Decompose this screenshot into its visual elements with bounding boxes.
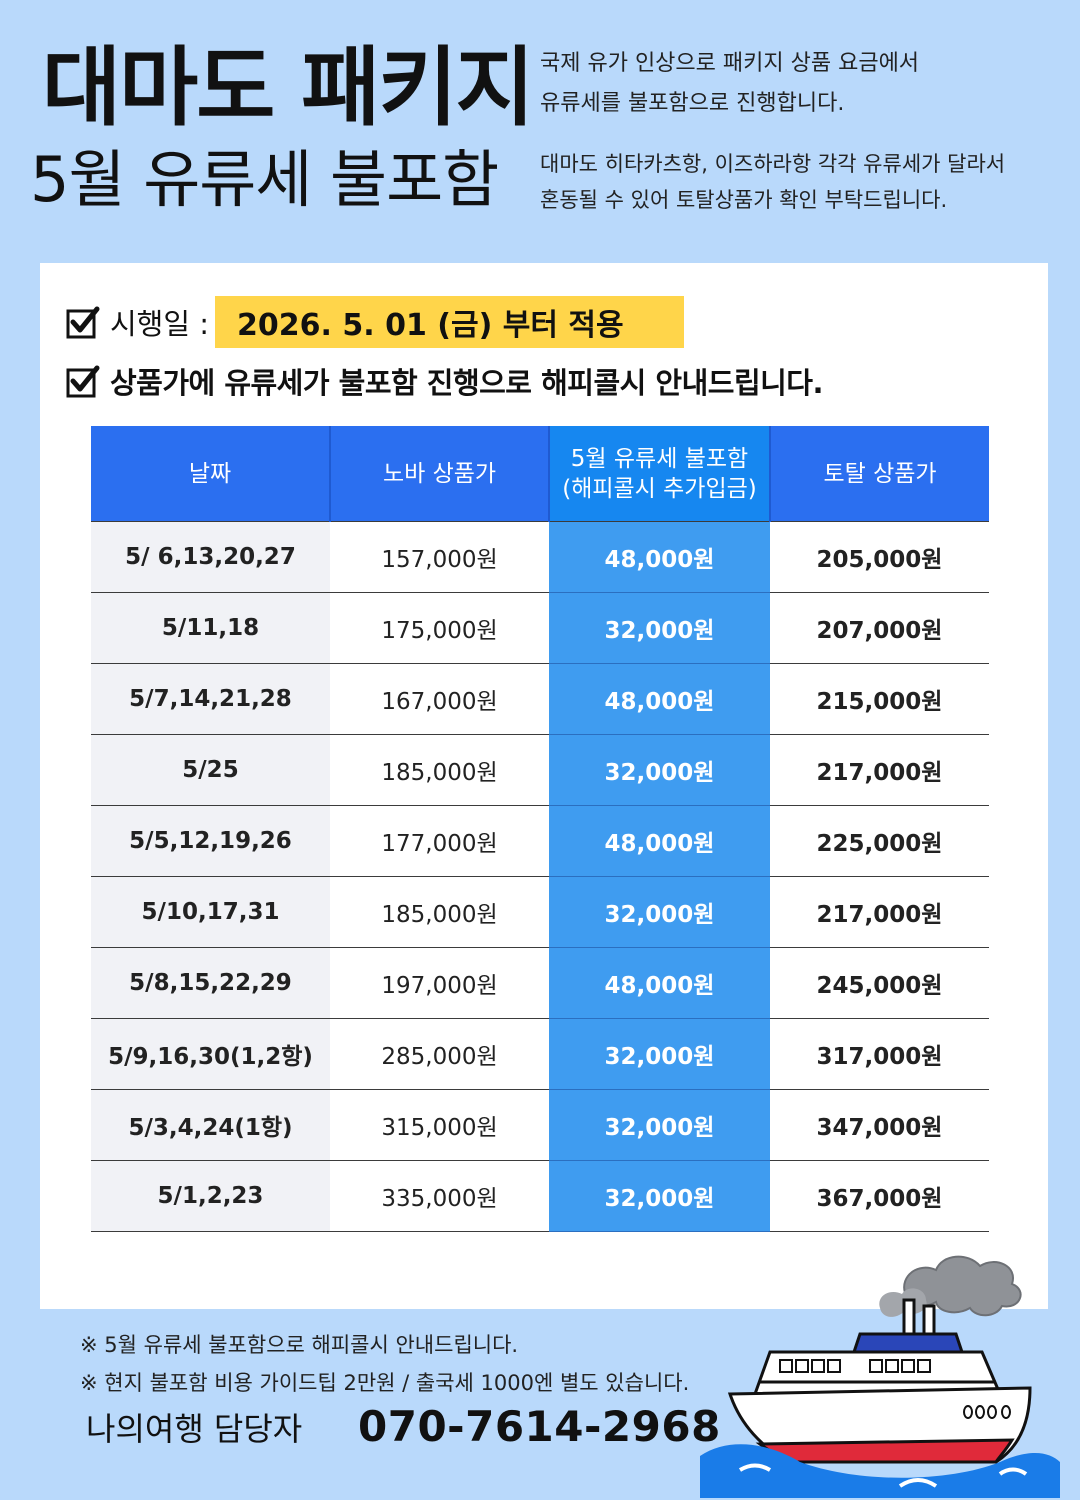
- intro-line: 유류세를 불포함으로 진행합니다.: [540, 91, 845, 116]
- price-table: 날짜 노바 상품가 5월 유류세 불포함 (해피콜시 추가입금) 토탈 상품가 …: [91, 426, 989, 1232]
- cell-total-price: 245,000원: [770, 947, 989, 1019]
- happy-call-row: 상품가에 유류세가 불포함 진행으로 해피콜시 안내드립니다.: [66, 360, 824, 402]
- intro-line: 국제 유가 인상으로 패키지 상품 요금에서: [540, 51, 920, 76]
- cell-fuel-surcharge: 48,000원: [549, 663, 770, 735]
- cell-fuel-surcharge: 32,000원: [549, 1018, 770, 1090]
- ferry-ship-illustration: [700, 1255, 1060, 1498]
- cell-total-price: 217,000원: [770, 876, 989, 948]
- cell-nova-price: 157,000원: [330, 521, 549, 593]
- table-row: 5/1,2,23 335,000원 32,000원 367,000원: [91, 1160, 989, 1232]
- cell-date: 5/9,16,30(1,2항): [91, 1018, 330, 1090]
- intro-line: 혼동될 수 있어 토탈상품가 확인 부탁드립니다.: [540, 188, 948, 212]
- cell-date: 5/10,17,31: [91, 876, 330, 948]
- cell-nova-price: 285,000원: [330, 1018, 549, 1090]
- cell-nova-price: 335,000원: [330, 1160, 549, 1232]
- footer-notes: ※ 5월 유류세 불포함으로 해피콜시 안내드립니다. ※ 현지 불포함 비용 …: [80, 1326, 689, 1402]
- cell-total-price: 207,000원: [770, 592, 989, 664]
- footer-note: ※ 현지 불포함 비용 가이드팁 2만원 / 출국세 1000엔 별도 있습니다…: [80, 1371, 690, 1395]
- cell-total-price: 217,000원: [770, 734, 989, 806]
- cell-date: 5/ 6,13,20,27: [91, 521, 330, 593]
- cell-fuel-surcharge: 48,000원: [549, 947, 770, 1019]
- cell-total-price: 367,000원: [770, 1160, 989, 1232]
- cell-nova-price: 185,000원: [330, 734, 549, 806]
- cell-date: 5/5,12,19,26: [91, 805, 330, 877]
- cell-nova-price: 177,000원: [330, 805, 549, 877]
- cell-total-price: 347,000원: [770, 1089, 989, 1161]
- cell-total-price: 317,000원: [770, 1018, 989, 1090]
- table-row: 5/25 185,000원 32,000원 217,000원: [91, 734, 989, 806]
- col-header-nova-price: 노바 상품가: [329, 426, 549, 522]
- cell-fuel-surcharge: 32,000원: [549, 734, 770, 806]
- effective-date-row: 시행일 : 2026. 5. 01 (금) 부터 적용: [66, 296, 684, 348]
- cell-total-price: 215,000원: [770, 663, 989, 735]
- fuel-header-line2: (해피콜시 추가입금): [562, 475, 757, 502]
- cell-fuel-surcharge: 32,000원: [549, 1160, 770, 1232]
- intro-line: 대마도 히타카츠항, 이즈하라항 각각 유류세가 달라서: [540, 152, 1006, 176]
- cell-fuel-surcharge: 32,000원: [549, 1089, 770, 1161]
- cell-date: 5/25: [91, 734, 330, 806]
- intro-text: 국제 유가 인상으로 패키지 상품 요금에서 유류세를 불포함으로 진행합니다.…: [540, 44, 1060, 218]
- col-header-total-price: 토탈 상품가: [769, 426, 989, 522]
- cell-nova-price: 175,000원: [330, 592, 549, 664]
- checkbox-checked-icon: [66, 306, 100, 339]
- cell-date: 5/7,14,21,28: [91, 663, 330, 735]
- table-row: 5/5,12,19,26 177,000원 48,000원 225,000원: [91, 805, 989, 877]
- table-row: 5/ 6,13,20,27 157,000원 48,000원 205,000원: [91, 521, 989, 593]
- contact-label: 나의여행 담당자: [86, 1409, 303, 1448]
- cell-date: 5/8,15,22,29: [91, 947, 330, 1019]
- table-row: 5/10,17,31 185,000원 32,000원 217,000원: [91, 876, 989, 948]
- col-header-fuel-surcharge: 5월 유류세 불포함 (해피콜시 추가입금): [548, 426, 770, 522]
- table-header-row: 날짜 노바 상품가 5월 유류세 불포함 (해피콜시 추가입금) 토탈 상품가: [91, 426, 989, 522]
- footer-note: ※ 5월 유류세 불포함으로 해피콜시 안내드립니다.: [80, 1333, 519, 1357]
- cell-nova-price: 167,000원: [330, 663, 549, 735]
- checkbox-checked-icon: [66, 365, 100, 398]
- effective-date: 2026. 5. 01 (금) 부터 적용: [215, 296, 684, 348]
- table-row: 5/11,18 175,000원 32,000원 207,000원: [91, 592, 989, 664]
- col-header-date: 날짜: [91, 426, 330, 522]
- cell-nova-price: 197,000원: [330, 947, 549, 1019]
- contact-info: 나의여행 담당자 070-7614-2968: [86, 1402, 721, 1451]
- cell-date: 5/1,2,23: [91, 1160, 330, 1232]
- table-row: 5/8,15,22,29 197,000원 48,000원 245,000원: [91, 947, 989, 1019]
- cell-nova-price: 315,000원: [330, 1089, 549, 1161]
- table-row: 5/9,16,30(1,2항) 285,000원 32,000원 317,000원: [91, 1018, 989, 1090]
- cell-fuel-surcharge: 32,000원: [549, 876, 770, 948]
- cell-fuel-surcharge: 48,000원: [549, 805, 770, 877]
- table-row: 5/7,14,21,28 167,000원 48,000원 215,000원: [91, 663, 989, 735]
- effective-label: 시행일 :: [110, 307, 210, 341]
- cell-fuel-surcharge: 48,000원: [549, 521, 770, 593]
- table-row: 5/3,4,24(1항) 315,000원 32,000원 347,000원: [91, 1089, 989, 1161]
- page-title: 대마도 패키지: [42, 38, 535, 138]
- cell-nova-price: 185,000원: [330, 876, 549, 948]
- phone-number[interactable]: 070-7614-2968: [358, 1402, 721, 1451]
- fuel-header-line1: 5월 유류세 불포함: [570, 445, 749, 472]
- cell-date: 5/11,18: [91, 592, 330, 664]
- page-subtitle: 5월 유류세 불포함: [30, 143, 499, 216]
- cell-fuel-surcharge: 32,000원: [549, 592, 770, 664]
- cell-total-price: 205,000원: [770, 521, 989, 593]
- cell-total-price: 225,000원: [770, 805, 989, 877]
- happy-call-notice: 상품가에 유류세가 불포함 진행으로 해피콜시 안내드립니다.: [110, 366, 824, 400]
- cell-date: 5/3,4,24(1항): [91, 1089, 330, 1161]
